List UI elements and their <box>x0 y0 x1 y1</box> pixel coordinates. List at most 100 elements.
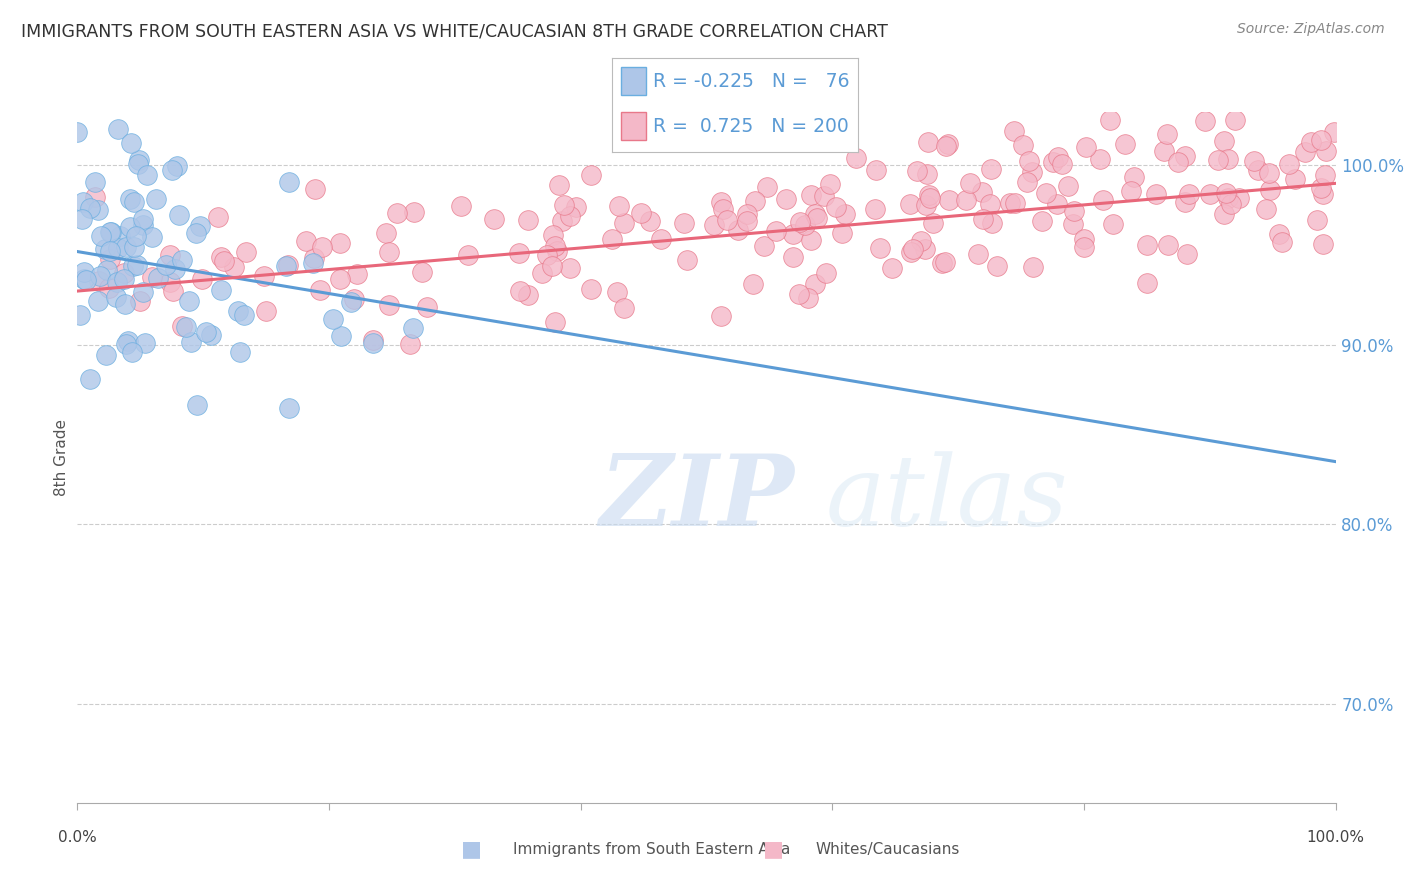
Point <box>509 285 531 299</box>
Point <box>72 195 94 210</box>
Point <box>1022 260 1045 275</box>
Point <box>378 245 401 260</box>
Point <box>385 206 408 220</box>
Point <box>938 193 960 207</box>
Point <box>710 194 733 209</box>
Point <box>553 198 575 212</box>
Text: Whites/Caucasians: Whites/Caucasians <box>815 842 960 856</box>
Point <box>107 122 129 136</box>
Point <box>1199 187 1222 202</box>
Point <box>735 214 758 228</box>
Point <box>235 244 257 259</box>
Point <box>132 212 155 227</box>
Point <box>1315 168 1337 182</box>
Point <box>1099 113 1122 128</box>
Point <box>98 225 121 239</box>
Point <box>209 283 232 297</box>
Point <box>125 258 148 272</box>
Point <box>159 275 181 289</box>
Point <box>195 325 218 339</box>
Point <box>343 293 366 307</box>
Point <box>548 178 571 193</box>
Point <box>676 252 699 267</box>
Point <box>1271 235 1294 249</box>
Point <box>180 335 202 350</box>
Point <box>1323 125 1346 139</box>
Point <box>1219 196 1241 211</box>
Point <box>1243 153 1265 168</box>
Text: Immigrants from South Eastern Asia: Immigrants from South Eastern Asia <box>513 842 790 856</box>
Point <box>375 226 398 240</box>
Point <box>114 266 136 280</box>
Point <box>141 230 163 244</box>
Point <box>800 188 823 202</box>
Point <box>121 344 143 359</box>
Point <box>831 226 853 240</box>
Point <box>122 259 145 273</box>
Point <box>834 207 856 221</box>
Point <box>1247 162 1270 177</box>
Point <box>112 272 135 286</box>
Point <box>972 212 994 227</box>
Point <box>806 211 828 226</box>
Point <box>309 284 332 298</box>
Point <box>186 226 208 240</box>
Point <box>613 216 636 230</box>
Point <box>131 285 153 299</box>
Point <box>107 241 129 255</box>
Point <box>789 215 811 229</box>
Point <box>710 309 733 323</box>
Point <box>402 321 425 335</box>
Point <box>800 233 823 247</box>
Point <box>136 168 159 182</box>
Point <box>775 192 797 206</box>
Point <box>378 298 401 312</box>
Point <box>581 282 603 296</box>
Point <box>86 293 108 308</box>
Text: R =  0.725   N = 200: R = 0.725 N = 200 <box>654 118 849 136</box>
Point <box>901 242 924 256</box>
Point <box>89 274 111 288</box>
Point <box>402 204 425 219</box>
Point <box>1258 166 1281 180</box>
Point <box>361 335 384 350</box>
Point <box>98 244 121 258</box>
Point <box>1101 218 1123 232</box>
Point <box>1004 196 1026 211</box>
Point <box>905 163 928 178</box>
Point <box>735 207 758 221</box>
Point <box>79 371 101 385</box>
Point <box>804 277 827 292</box>
Point <box>96 262 118 277</box>
Point <box>155 258 177 272</box>
Point <box>1167 154 1189 169</box>
Point <box>1012 137 1035 152</box>
Point <box>606 285 628 299</box>
Point <box>302 255 325 269</box>
Bar <box>621 112 647 140</box>
Text: Source: ZipAtlas.com: Source: ZipAtlas.com <box>1237 22 1385 37</box>
Point <box>915 198 938 212</box>
Point <box>166 159 188 173</box>
Point <box>120 193 142 207</box>
Point <box>970 185 993 199</box>
Point <box>188 219 211 233</box>
Point <box>560 209 582 223</box>
Point <box>170 318 193 333</box>
Point <box>190 272 212 286</box>
Point <box>304 182 326 196</box>
Point <box>1073 240 1095 254</box>
Point <box>558 260 581 275</box>
Point <box>1046 197 1069 211</box>
Point <box>114 296 136 310</box>
Point <box>167 208 190 222</box>
Text: ZIP: ZIP <box>599 450 794 547</box>
Point <box>1031 214 1053 228</box>
Point <box>1136 276 1159 290</box>
Point <box>104 290 127 304</box>
Point <box>107 275 129 289</box>
Point <box>531 266 554 280</box>
Point <box>1194 114 1216 128</box>
Point <box>1301 136 1323 150</box>
Point <box>79 201 101 215</box>
